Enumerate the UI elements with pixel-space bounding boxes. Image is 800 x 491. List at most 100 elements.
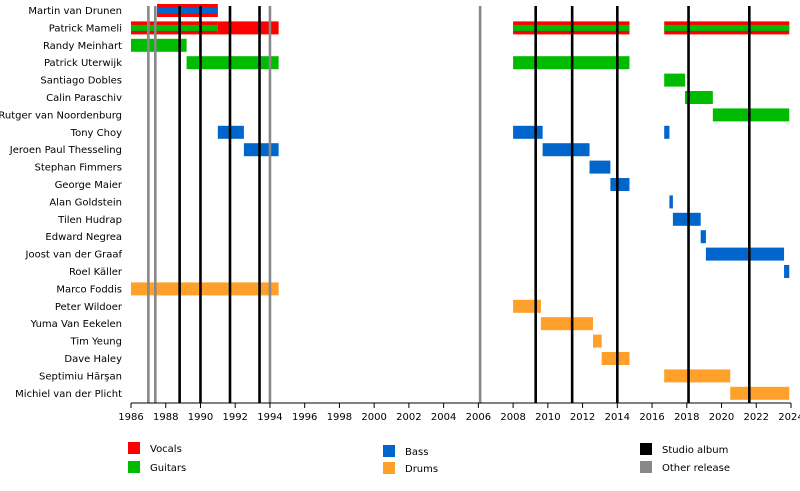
member-label: Edward Negrea [45, 232, 122, 243]
x-tick-label: 1994 [257, 412, 282, 423]
member-bar [664, 369, 731, 383]
x-tick-label: 2018 [674, 412, 699, 423]
bar-segment [513, 125, 543, 139]
bar-segment [784, 265, 790, 278]
member-label: Jeroen Paul Thesseling [9, 145, 122, 156]
member-bar [664, 125, 670, 139]
release-lines [147, 6, 751, 403]
legend-swatch [640, 461, 652, 473]
bar-segment [672, 212, 701, 226]
member-bar [186, 56, 279, 70]
member-label: Rutger van Noordenburg [0, 110, 122, 121]
member-label: Dave Haley [64, 354, 122, 365]
x-tick-label: 2012 [570, 412, 595, 423]
bar-segment [131, 38, 187, 52]
member-bar [700, 230, 706, 244]
bar-segment [131, 282, 279, 296]
member-label: Marco Foddis [56, 284, 122, 295]
x-tick-label: 2002 [396, 412, 421, 423]
member-label: Joost van der Graaf [25, 250, 123, 261]
x-tick-label: 1988 [153, 412, 178, 423]
legend-label: Vocals [150, 444, 182, 455]
member-label: Peter Wildoer [55, 302, 123, 313]
member-bar [712, 108, 790, 122]
member-label: Michiel van der Plicht [15, 389, 122, 400]
member-bar [131, 38, 187, 52]
member-bar [664, 21, 790, 35]
member-bar [730, 386, 790, 400]
member-label: George Maier [55, 180, 123, 191]
bar-segment [685, 91, 713, 104]
member-label: Stephan Fimmers [34, 163, 122, 174]
member-bar [157, 4, 218, 17]
bar-segment [664, 73, 686, 87]
member-label: Martin van Drunen [28, 6, 122, 17]
x-tick-label: 2010 [535, 412, 560, 423]
legend-swatch [128, 442, 140, 454]
member-label: Tim Yeung [70, 337, 122, 348]
legend-label: Drums [405, 464, 438, 475]
x-tick-label: 1996 [292, 412, 317, 423]
member-bar [131, 21, 218, 35]
member-label: Tilen Hudrap [57, 215, 122, 226]
member-bar [610, 178, 630, 191]
x-tick-label: 1986 [118, 412, 143, 423]
bar-segment [664, 125, 670, 139]
bar-segment-inner [131, 24, 218, 31]
x-tick-label: 2020 [709, 412, 734, 423]
member-bar [784, 265, 790, 278]
member-bar [542, 143, 590, 157]
bar-segment-inner [157, 7, 218, 14]
member-label: Tony Choy [70, 128, 122, 139]
member-bar [685, 91, 713, 104]
member-label: Calin Paraschiv [46, 93, 122, 104]
member-bar [669, 195, 673, 209]
member-label: Roel Käller [69, 267, 123, 278]
x-tick-label: 2000 [361, 412, 386, 423]
bar-segment [712, 108, 790, 122]
x-tick-label: 2022 [744, 412, 769, 423]
bar-segment [700, 230, 706, 244]
bar-segment [669, 195, 673, 209]
x-axis: 1986 1988 1990 1992 1994 1996 1998 2000 2002 2004… [118, 402, 800, 423]
legend-swatch [640, 443, 652, 455]
bar-segment [542, 143, 590, 157]
member-bar [664, 73, 686, 87]
x-tick-label: 1990 [188, 412, 213, 423]
x-tick-label: 1998 [327, 412, 352, 423]
member-label: Santiago Dobles [40, 76, 122, 87]
bar-segment [589, 160, 611, 174]
bar-segment [540, 317, 593, 331]
bar-segment [664, 369, 731, 383]
bar-segment [217, 21, 279, 35]
bar-segment [705, 247, 785, 261]
legend-label: Bass [405, 447, 428, 458]
x-tick-label: 2024 [778, 412, 800, 423]
x-tick-label: 2016 [639, 412, 664, 423]
legend: Vocals Guitars Bass Drums Studio album Other … [128, 442, 730, 475]
legend-swatch [383, 462, 395, 474]
x-tick-label: 2006 [466, 412, 491, 423]
member-bar [243, 143, 279, 157]
member-bar [131, 282, 279, 296]
member-bar [513, 125, 543, 139]
legend-swatch [128, 461, 140, 473]
member-label: Randy Meinhart [43, 41, 122, 52]
bar-segment [186, 56, 279, 70]
member-labels: Martin van Drunen Patrick Mameli Randy Mei… [0, 6, 123, 400]
bar-segment-inner [664, 24, 790, 31]
member-bar [540, 317, 593, 331]
member-label: Patrick Uterwijk [44, 58, 122, 69]
x-tick-label: 1992 [222, 412, 247, 423]
member-label: Septimiu Hărşan [39, 371, 122, 382]
bar-segment [610, 178, 630, 191]
member-label: Alan Goldstein [49, 197, 122, 208]
member-bar [601, 352, 630, 365]
member-bar [593, 334, 602, 348]
legend-swatch [383, 445, 395, 457]
legend-label: Other release [662, 463, 730, 474]
legend-label: Studio album [662, 445, 728, 456]
bar-segment [243, 143, 279, 157]
member-label: Yuma Van Eekelen [30, 319, 122, 330]
